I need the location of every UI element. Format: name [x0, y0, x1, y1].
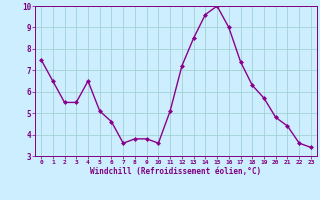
X-axis label: Windchill (Refroidissement éolien,°C): Windchill (Refroidissement éolien,°C): [91, 167, 261, 176]
